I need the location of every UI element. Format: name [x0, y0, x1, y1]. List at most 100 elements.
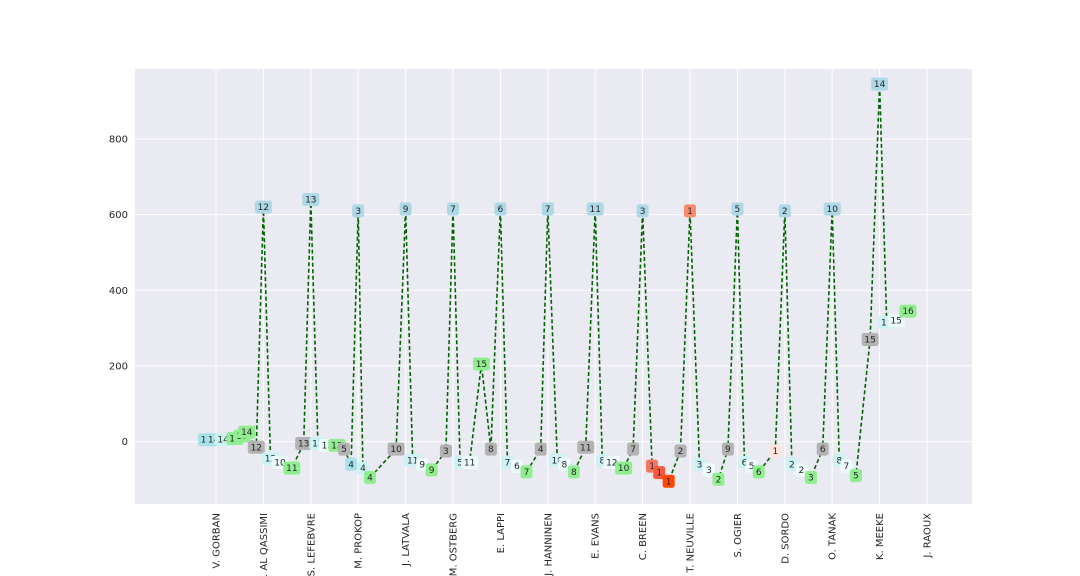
x-tick-label: M. PROKOP	[354, 513, 365, 569]
x-tick-label: S. OGIER	[733, 513, 744, 558]
data-label-box	[823, 202, 841, 216]
data-label-text: 10	[618, 464, 630, 474]
data-label: 11	[586, 202, 604, 216]
data-label: 16	[899, 304, 917, 318]
data-label-text: 14	[217, 436, 229, 446]
data-label: 10	[823, 202, 841, 216]
data-label: 2	[795, 463, 808, 477]
y-tick-label: 200	[109, 361, 128, 372]
data-label: 7	[501, 455, 514, 469]
data-label-box	[804, 471, 817, 485]
data-label: 11	[283, 461, 301, 475]
x-tick-label: V. GORBAN	[212, 513, 223, 569]
data-label-text: 12	[265, 455, 276, 465]
data-label: 3	[636, 204, 649, 218]
data-label-box	[254, 200, 272, 214]
data-label-text: 1	[772, 447, 778, 457]
data-label-box	[693, 457, 706, 471]
data-label-box	[520, 465, 533, 479]
data-label-box	[387, 442, 405, 456]
x-tick-label: J. RAOUX	[923, 513, 934, 559]
data-label: 2	[778, 204, 791, 218]
data-label-text: 9	[725, 445, 731, 455]
data-label-text: 6	[514, 462, 520, 472]
y-tick-label: 800	[109, 134, 128, 145]
data-label-box	[541, 202, 554, 216]
data-label: 2	[674, 444, 687, 458]
data-label: 9	[425, 463, 438, 477]
data-label-text: 10	[390, 445, 402, 455]
data-label-text: 7	[450, 205, 456, 215]
data-label-box	[653, 466, 666, 480]
data-label: 3	[702, 463, 715, 477]
data-label-text: 6	[742, 458, 748, 468]
data-label-text: 7	[545, 205, 551, 215]
data-label: 15	[861, 332, 879, 346]
data-label-box	[472, 357, 490, 371]
data-label-box	[352, 204, 365, 218]
data-label-box	[302, 193, 320, 206]
data-label: 10	[387, 442, 405, 456]
y-tick-label: 0	[122, 437, 128, 448]
data-label-box	[558, 457, 571, 471]
data-label-box	[586, 202, 604, 216]
data-label: 9	[416, 457, 429, 471]
data-label-text: 15	[864, 335, 875, 345]
data-label-box	[439, 444, 452, 458]
data-label-text: 13	[322, 441, 333, 451]
data-label: 15	[472, 357, 490, 371]
data-label: 3	[439, 444, 452, 458]
data-label-text: 9	[403, 205, 409, 215]
data-label-text: 8	[599, 457, 605, 467]
data-label-text: 13	[331, 441, 342, 451]
data-label-text: 6	[756, 468, 762, 478]
data-label-text: 3	[808, 474, 814, 484]
data-label-text: 4	[538, 445, 544, 455]
data-label-box	[337, 442, 350, 456]
y-tick-label: 400	[109, 286, 128, 297]
data-label: 9	[399, 202, 412, 216]
data-label: 15	[887, 314, 905, 328]
x-tick-label: M. OSTBERG	[449, 513, 460, 576]
data-label-text: 5	[457, 458, 463, 468]
data-label-box	[769, 444, 782, 458]
x-tick-label: K. MEEKE	[875, 513, 886, 560]
data-label-box	[534, 442, 547, 456]
data-label-text: 3	[697, 460, 703, 470]
data-label-text: 14	[874, 80, 886, 90]
data-label: 10	[615, 461, 633, 475]
series-line	[206, 84, 909, 483]
data-label-box	[484, 442, 497, 456]
data-label-text: 3	[355, 207, 361, 217]
data-label-text: 8	[571, 468, 577, 478]
data-label: 13	[302, 193, 320, 206]
data-label-text: 11	[589, 205, 600, 215]
data-label-box	[684, 204, 696, 218]
data-labels: 1414141313141212121011131313131354344109…	[198, 77, 917, 488]
data-label-box	[494, 202, 507, 216]
data-label: 7	[840, 459, 853, 473]
data-label-text: 8	[488, 445, 494, 455]
data-label-box	[674, 444, 687, 458]
x-tick-label: J. HANNINEN	[543, 513, 554, 576]
data-label-text: 11	[407, 457, 418, 467]
data-label-box	[712, 472, 725, 486]
data-label-text: 16	[902, 307, 914, 317]
data-label-box	[567, 465, 580, 479]
data-label: 3	[352, 204, 365, 218]
data-label-box	[871, 77, 889, 91]
data-label-text: 7	[844, 462, 850, 472]
data-label-text: 13	[312, 439, 323, 449]
data-label-text: 2	[678, 447, 684, 457]
data-label-text: 11	[464, 458, 475, 468]
data-label-box	[247, 440, 265, 454]
data-label-text: 10	[274, 458, 286, 468]
grid	[135, 69, 972, 504]
data-label-box	[785, 457, 798, 471]
data-label-box	[887, 314, 905, 328]
data-label-box	[702, 463, 715, 477]
data-label-text: 9	[429, 466, 435, 476]
x-axis: V. GORBAN S. AL QASSIMI S. LEFEBVRE M. PROK…	[212, 513, 934, 576]
data-label-text: 2	[716, 475, 722, 485]
